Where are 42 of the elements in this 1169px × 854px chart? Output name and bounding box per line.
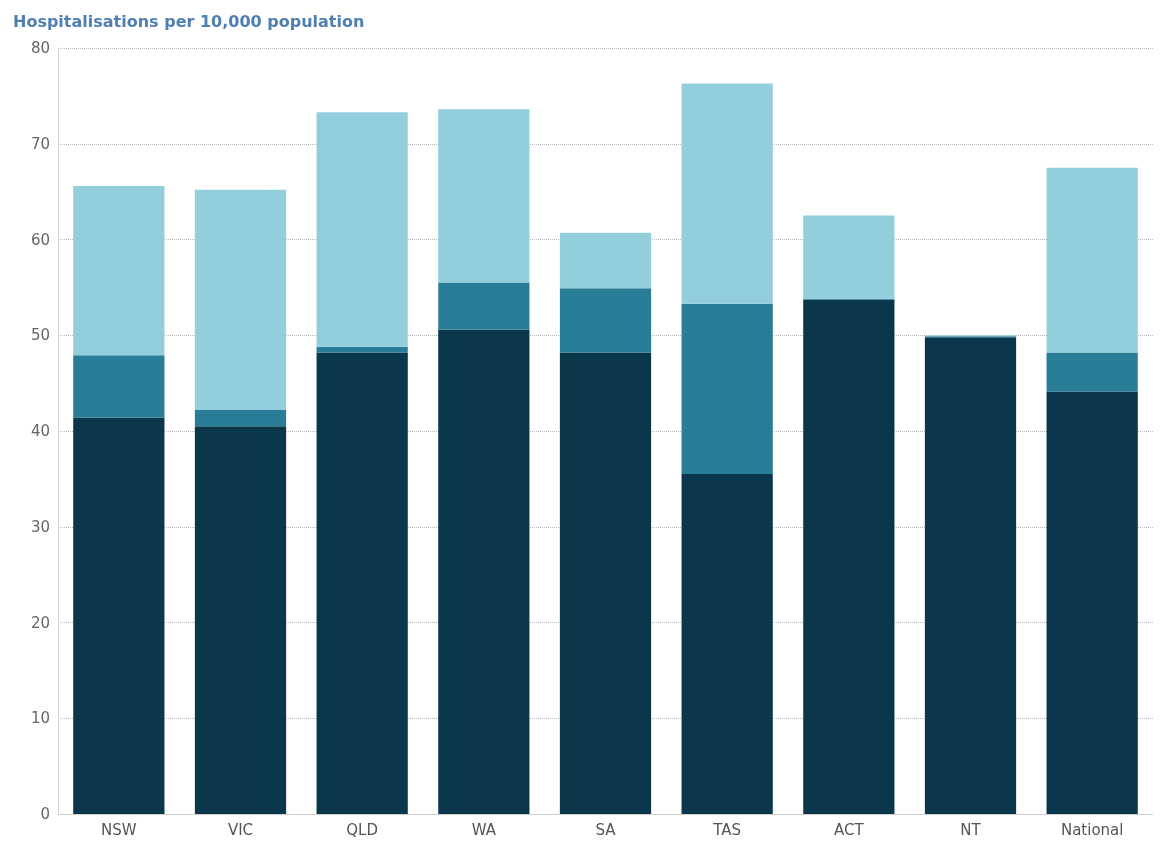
y-tick-label: 50: [30, 326, 50, 345]
bar: [803, 299, 895, 814]
y-tick-label: 80: [30, 39, 50, 57]
bar: [803, 215, 895, 299]
bar: [316, 352, 408, 814]
y-tick-label: 40: [30, 422, 50, 440]
bar: [194, 426, 287, 814]
bar: [1046, 167, 1138, 353]
bar: [194, 409, 287, 427]
bar: [73, 185, 165, 356]
bar: [1046, 391, 1138, 814]
chart-title: Hospitalisations per 10,000 population: [13, 11, 365, 31]
x-tick-label: TAS: [712, 820, 742, 839]
x-tick-label: SA: [595, 820, 617, 839]
bar: [438, 109, 530, 283]
x-tick-label: ACT: [834, 820, 865, 839]
bar: [559, 232, 652, 289]
y-tick-label: 30: [30, 517, 50, 536]
x-tick-label: QLD: [346, 820, 379, 839]
y-tick-label: 20: [30, 613, 50, 632]
x-tick-label: WA: [471, 820, 497, 839]
y-tick-label: 0: [40, 805, 50, 823]
y-tick-label: 70: [30, 134, 50, 153]
y-tick-label: 60: [30, 230, 50, 249]
bar: [681, 303, 773, 475]
x-tick-label: NT: [960, 820, 982, 839]
bar: [73, 355, 165, 418]
bar: [559, 352, 652, 814]
bar: [438, 329, 530, 814]
bar: [681, 474, 773, 814]
bar: [316, 112, 408, 347]
y-tick-label: 10: [30, 709, 50, 728]
bar: [194, 189, 287, 410]
bar: [438, 282, 530, 330]
x-tick-label: VIC: [227, 820, 254, 839]
bar: [924, 337, 1017, 814]
bar: [73, 417, 165, 814]
x-tick-label: National: [1060, 820, 1124, 839]
x-tick-label: NSW: [101, 820, 137, 839]
bar: [681, 83, 773, 304]
bar: [1046, 352, 1138, 392]
bar: [559, 288, 652, 353]
